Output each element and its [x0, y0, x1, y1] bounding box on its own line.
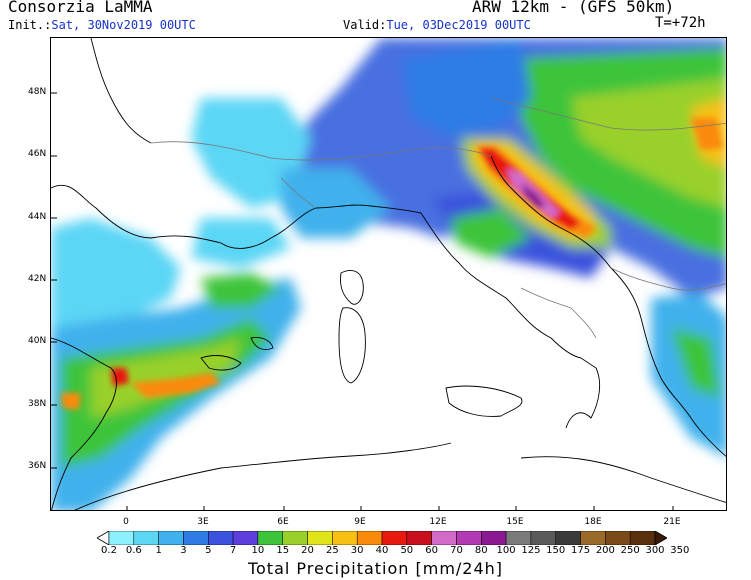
valid-time: Valid:Tue, 03Dec2019 00UTC [343, 18, 531, 32]
lon-label-21e: 21E [663, 517, 681, 527]
legend-level-label: 300 [645, 545, 665, 556]
lat-label-44n: 44N [28, 212, 47, 222]
legend-swatch [381, 531, 408, 545]
legend-level-label: 3 [180, 545, 187, 556]
legend-swatch [307, 531, 333, 545]
legend-swatch [654, 531, 667, 545]
legend-level-label: 350 [670, 545, 690, 556]
legend-swatch [208, 531, 234, 545]
lat-label-46n: 46N [28, 149, 47, 159]
legend-swatch [356, 531, 383, 545]
legend-title: Total Precipitation [mm/24h] [247, 559, 504, 578]
lat-label-36n: 36N [28, 461, 47, 471]
legend-swatch [133, 531, 159, 545]
lon-label-15e: 15E [506, 517, 524, 527]
legend-swatch [282, 531, 308, 545]
legend-level-label: 30 [350, 545, 364, 556]
legend-swatch [505, 531, 532, 545]
init-time: Init.:Sat, 30Nov2019 00UTC [8, 18, 196, 32]
legend-level-label: 7 [229, 545, 237, 556]
valid-value: Tue, 03Dec2019 00UTC [386, 18, 531, 32]
legend-swatch [555, 531, 581, 545]
legend-swatch [580, 531, 606, 545]
legend-level-label: 10 [251, 545, 265, 556]
legend-swatch [232, 531, 259, 545]
legend-swatch [605, 531, 631, 545]
lon-label-3e: 3E [197, 517, 209, 527]
legend-swatch [481, 531, 507, 545]
legend-level-label: 0.6 [125, 545, 142, 556]
lon-label-0: 0 [123, 517, 129, 527]
legend-swatch [158, 531, 184, 545]
legend-level-label: 125 [521, 545, 541, 556]
model-title: ARW 12km - (GFS 50km) [472, 0, 675, 16]
lon-label-6e: 6E [277, 517, 289, 527]
legend-level-label: 40 [375, 545, 389, 556]
lead-time: T=+72h [655, 15, 706, 31]
lat-label-42n: 42N [28, 274, 47, 284]
legend-level-label: 200 [595, 545, 615, 556]
legend-swatch [332, 531, 358, 545]
legend-level-label: 25 [325, 545, 339, 556]
coastlines [51, 38, 726, 510]
legend-swatch [530, 531, 556, 545]
legend-level-label: 250 [620, 545, 640, 556]
legend-level-label: 150 [546, 545, 566, 556]
frame-ticks [51, 92, 674, 510]
lat-label-40n: 40N [28, 336, 47, 346]
legend-swatch [456, 531, 482, 545]
legend-level-label: 15 [276, 545, 290, 556]
country-borders [150, 97, 726, 339]
legend-level-label: 80 [474, 545, 488, 556]
valid-label: Valid: [343, 18, 387, 32]
legend-swatch [406, 531, 432, 545]
init-value: Sat, 30Nov2019 00UTC [51, 18, 196, 32]
legend-level-label: 1 [155, 545, 162, 556]
precipitation-maxima [61, 118, 723, 410]
lat-label-48n: 48N [28, 87, 47, 97]
legend-swatch [257, 531, 283, 545]
precipitation-map [50, 37, 727, 511]
lon-label-12e: 12E [429, 517, 447, 527]
lat-label-38n: 38N [28, 399, 47, 409]
legend-swatch [629, 531, 656, 545]
legend-swatch [183, 531, 209, 545]
lon-label-9e: 9E [354, 517, 366, 527]
organization-title: Consorzia LaMMA [8, 0, 153, 16]
legend-level-label: 0.2 [101, 545, 117, 556]
color-legend-bar [97, 531, 667, 545]
map-canvas [51, 38, 726, 510]
legend-level-label: 60 [425, 545, 438, 556]
init-label: Init.: [8, 18, 52, 32]
legend-level-label: 5 [205, 545, 212, 556]
legend-swatch [431, 531, 457, 545]
legend-level-label: 70 [450, 545, 463, 556]
legend-swatch [97, 531, 110, 545]
legend-level-label: 100 [496, 545, 516, 556]
legend-level-label: 50 [400, 545, 414, 556]
legend-level-label: 175 [570, 545, 591, 556]
legend-swatch [108, 531, 135, 545]
lon-label-18e: 18E [584, 517, 602, 527]
legend-level-label: 20 [301, 545, 314, 556]
